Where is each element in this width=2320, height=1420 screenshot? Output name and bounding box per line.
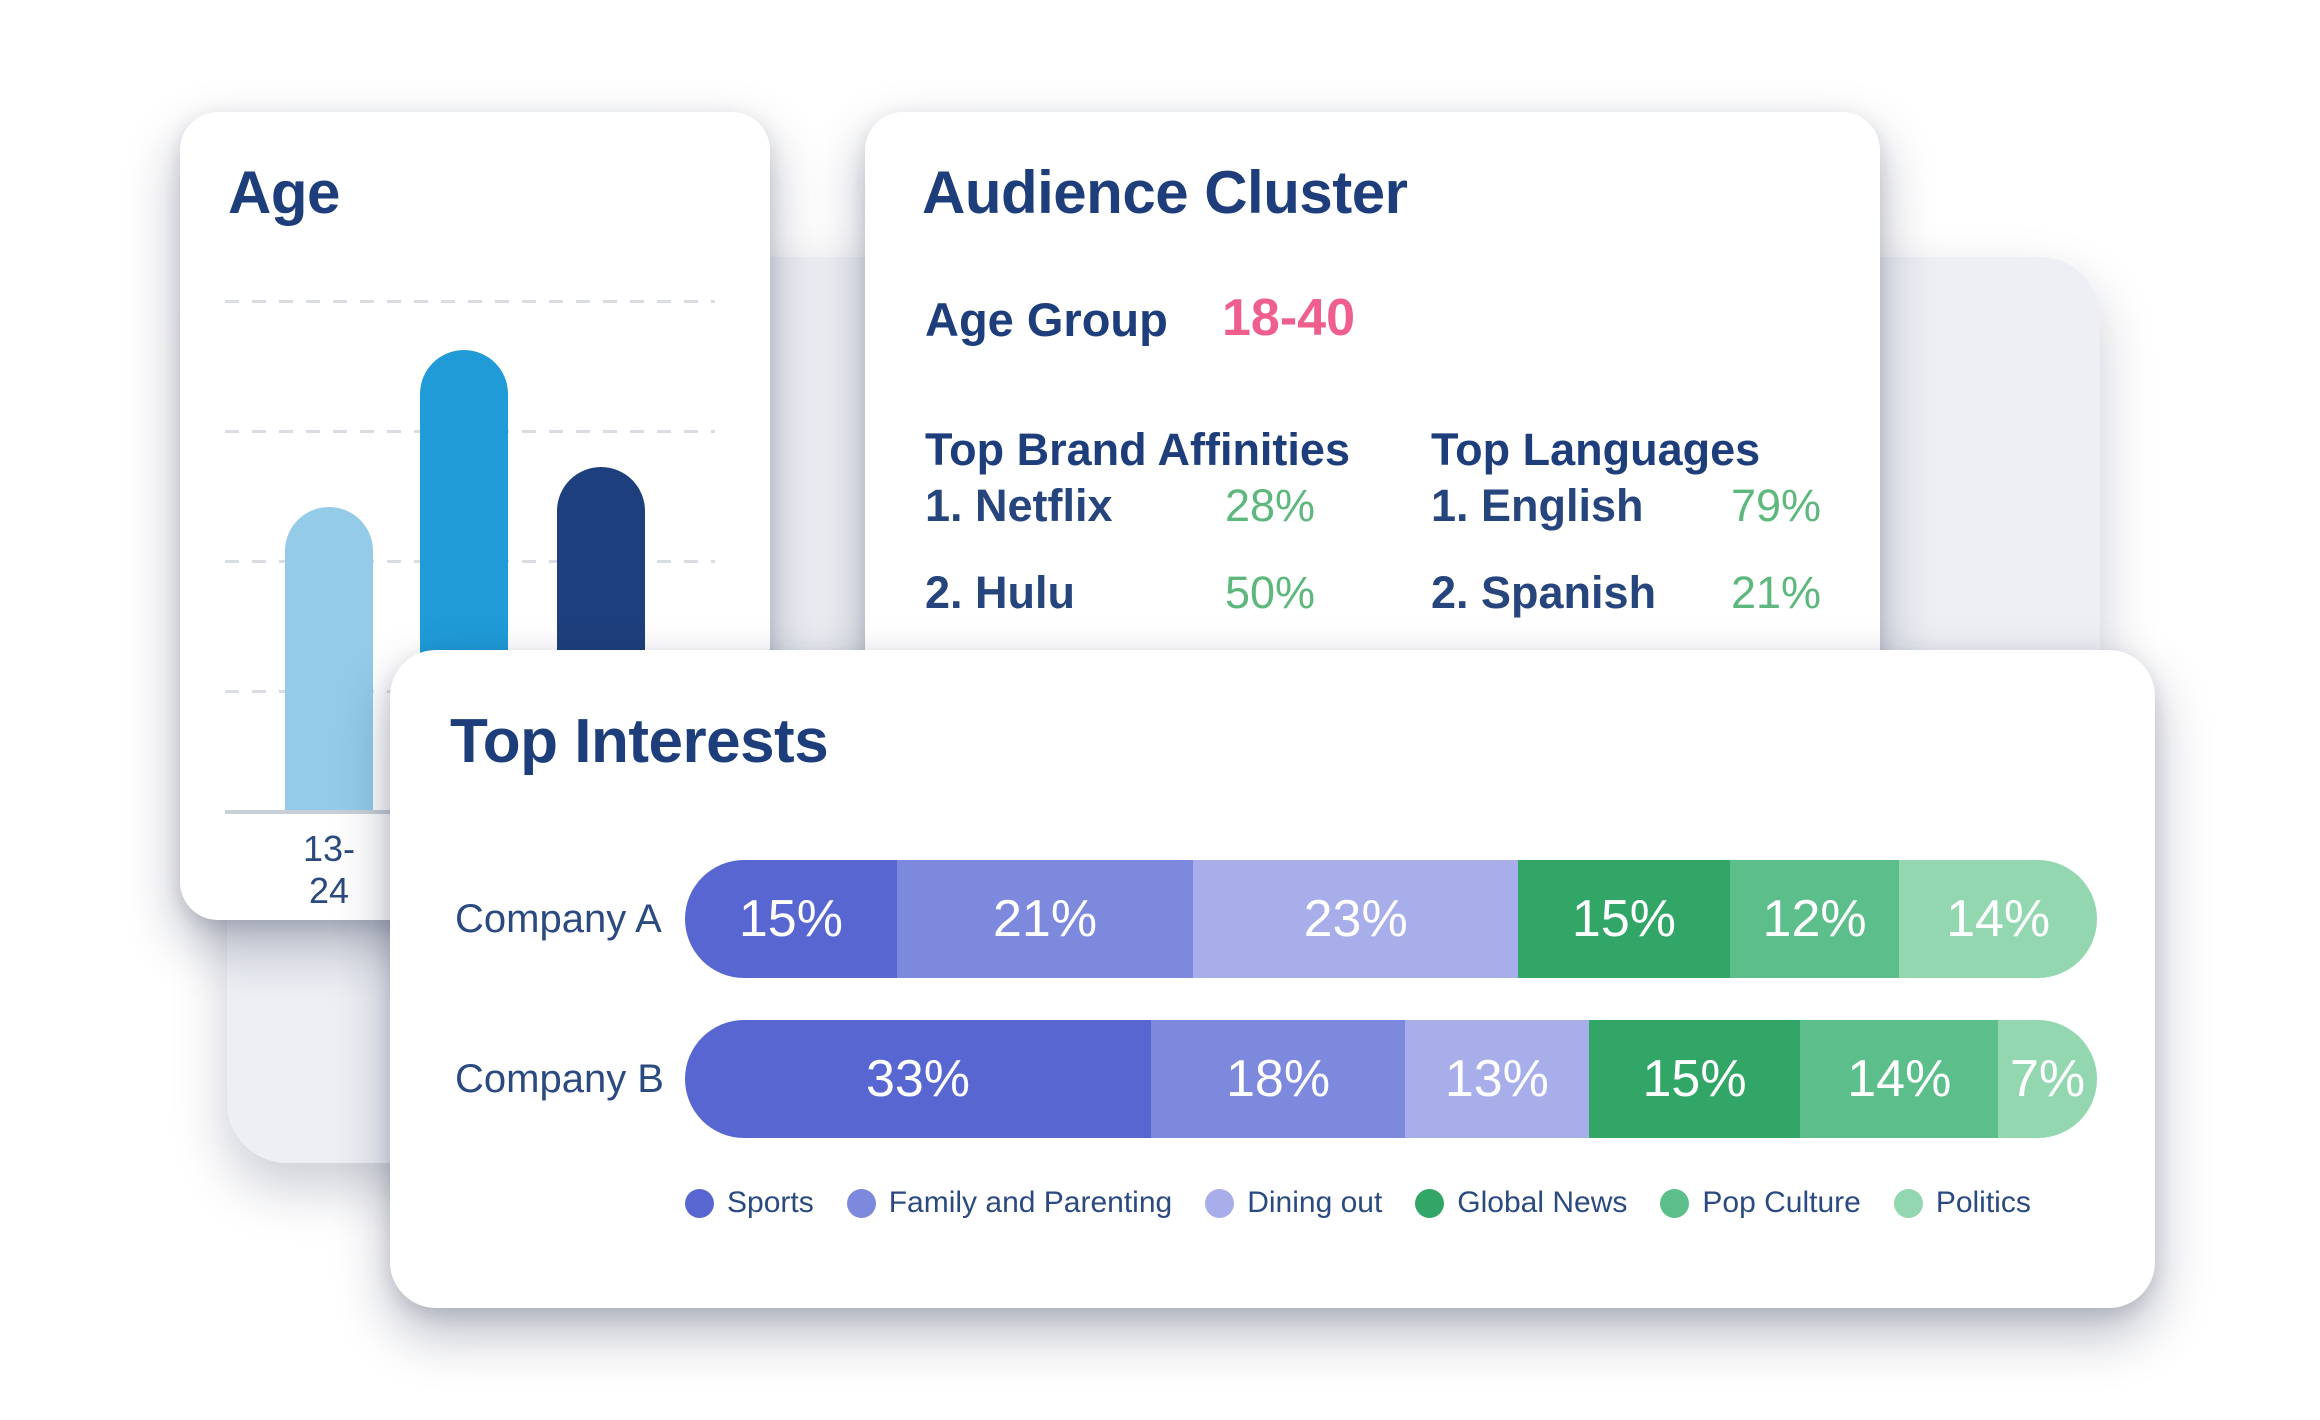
brand-affinities-header: Top Brand Affinities	[925, 424, 1350, 475]
bar-segment-sports: 33%	[685, 1020, 1151, 1138]
age-bar-13-24	[285, 507, 373, 812]
legend-dot-icon	[846, 1188, 876, 1218]
bar-segment-dining: 13%	[1405, 1020, 1589, 1138]
top-interests-title: Top Interests	[450, 707, 829, 776]
language-row-label: 2. Spanish	[1431, 567, 1657, 618]
bar-segment-pop-culture: 14%	[1800, 1020, 1999, 1138]
brand-row-label: 1. Netflix	[925, 480, 1113, 531]
interests-legend: Sports Family and Parenting Dining out G…	[685, 1186, 2097, 1220]
bar-segment-pop-culture: 12%	[1729, 860, 1900, 978]
bar-segment-sports: 15%	[685, 860, 897, 978]
bar-segment-news: 15%	[1588, 1020, 1801, 1138]
bar-segment-politics: 14%	[1899, 860, 2097, 978]
legend-dot-icon	[1415, 1188, 1445, 1218]
bar-segment-family: 18%	[1150, 1020, 1406, 1138]
legend-item-pop-culture: Pop Culture	[1660, 1186, 1861, 1220]
bar-segment-politics: 7%	[1998, 1020, 2097, 1138]
legend-label: Global News	[1457, 1186, 1628, 1219]
legend-label: Politics	[1935, 1186, 2031, 1219]
language-row-label: 1. English	[1431, 480, 1644, 531]
legend-item-global-news: Global News	[1415, 1186, 1627, 1220]
legend-label: Dining out	[1247, 1186, 1383, 1219]
brand-row-value: 50%	[1225, 567, 1316, 618]
audience-cluster-card: Audience Cluster Age Group 18-40 Top Bra…	[865, 112, 1880, 690]
legend-label: Sports	[727, 1186, 814, 1219]
bar-segment-family: 21%	[896, 860, 1194, 978]
age-group-value: 18-40	[1222, 289, 1355, 347]
company-b-label: Company B	[455, 1056, 664, 1101]
company-b-row: Company B 33% 18% 13% 15% 14% 7%	[390, 1020, 2155, 1138]
company-a-stacked-bar: 15% 21% 23% 15% 12% 14%	[685, 860, 2097, 978]
legend-label: Family and Parenting	[888, 1186, 1173, 1219]
legend-dot-icon	[1205, 1188, 1235, 1218]
languages-header: Top Languages	[1431, 424, 1761, 475]
bar-segment-news: 15%	[1518, 860, 1730, 978]
legend-item-sports: Sports	[685, 1186, 814, 1220]
language-row-value: 21%	[1731, 567, 1822, 618]
bar-segment-dining: 23%	[1193, 860, 1519, 978]
legend-item-dining-out: Dining out	[1205, 1186, 1382, 1220]
legend-dot-icon	[1893, 1188, 1923, 1218]
legend-dot-icon	[685, 1188, 714, 1218]
age-card-title: Age	[228, 159, 340, 226]
company-b-stacked-bar: 33% 18% 13% 15% 14% 7%	[685, 1020, 2097, 1138]
brand-row-value: 28%	[1225, 480, 1316, 531]
legend-item-politics: Politics	[1893, 1186, 2031, 1220]
legend-item-family-and-parenting: Family and Parenting	[846, 1186, 1173, 1220]
brand-row-label: 2. Hulu	[925, 567, 1076, 618]
audience-cluster-title: Audience Cluster	[922, 159, 1408, 226]
language-row-value: 79%	[1731, 480, 1822, 531]
age-card: Age 13-24	[180, 112, 770, 920]
legend-label: Pop Culture	[1702, 1186, 1861, 1219]
company-a-row: Company A 15% 21% 23% 15% 12% 14%	[390, 860, 2155, 978]
company-a-label: Company A	[455, 896, 662, 941]
age-group-label: Age Group	[925, 293, 1168, 346]
gridline	[225, 300, 715, 303]
x-tick-label: 13-24	[302, 828, 356, 911]
legend-dot-icon	[1660, 1188, 1690, 1218]
top-interests-card: Top Interests Company A 15% 21% 23% 15% …	[390, 650, 2155, 1308]
